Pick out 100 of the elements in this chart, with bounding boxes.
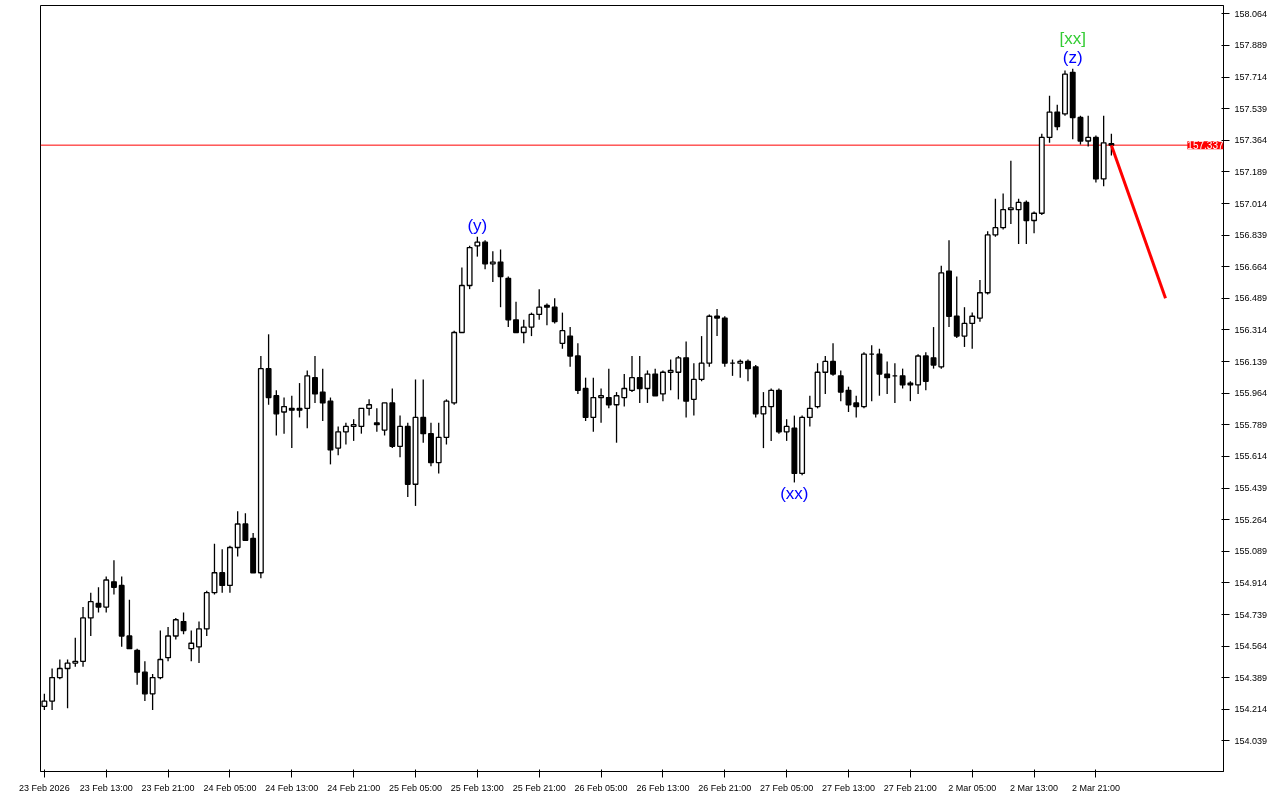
y-tick-label: 155.439 <box>1234 483 1268 494</box>
candlestick <box>87 592 94 637</box>
candlestick <box>853 395 860 419</box>
candlestick <box>598 387 605 424</box>
candlestick <box>822 355 829 395</box>
candlestick <box>95 586 102 614</box>
x-tick-label: 2 Mar 13:00 <box>1010 782 1059 793</box>
candlestick <box>837 369 844 402</box>
y-tick-label: 154.214 <box>1234 704 1268 715</box>
x-tick-label: 27 Feb 21:00 <box>883 782 937 793</box>
candlestick <box>884 360 891 395</box>
candlestick <box>629 355 635 393</box>
y-tick-label: 154.039 <box>1234 735 1268 746</box>
candlestick <box>397 414 404 458</box>
y-tick-label: 155.789 <box>1234 419 1268 430</box>
candlestick <box>110 559 117 596</box>
candlestick <box>652 367 659 397</box>
candlestick <box>497 248 504 308</box>
y-tick-label: 154.914 <box>1234 577 1268 588</box>
candlestick <box>64 658 71 709</box>
candlestick <box>520 319 527 344</box>
candlestick <box>876 348 883 397</box>
candlestick <box>745 358 751 382</box>
x-tick-label: 26 Feb 13:00 <box>636 782 690 793</box>
y-tick-label: 155.964 <box>1234 388 1268 399</box>
y-tick-label: 155.264 <box>1234 514 1268 525</box>
y-tick-label: 156.839 <box>1234 230 1268 241</box>
candlestick <box>1031 210 1038 234</box>
candlestick <box>953 275 960 339</box>
y-tick-label: 157.014 <box>1234 198 1268 209</box>
candlestick <box>373 407 380 433</box>
candlestick <box>714 308 721 337</box>
candlestick <box>737 358 744 379</box>
candlestick <box>543 302 550 326</box>
y-tick-label: 154.389 <box>1234 672 1268 683</box>
candlestick <box>196 620 202 664</box>
x-tick-label: 23 Feb 2026 <box>19 782 70 793</box>
x-tick-label: 25 Feb 21:00 <box>512 782 566 793</box>
y-tick-label: 154.564 <box>1234 641 1268 652</box>
candlestick <box>49 667 56 711</box>
candlestick <box>690 362 697 417</box>
candlestick <box>659 369 666 402</box>
y-tick-label: 157.539 <box>1234 103 1268 114</box>
candlestick <box>56 658 63 681</box>
candlestick <box>830 342 836 377</box>
candlestick <box>1054 104 1061 131</box>
annotation: (xx) <box>780 484 809 504</box>
candlestick <box>482 239 489 270</box>
candlestick <box>768 387 775 442</box>
candlestick <box>366 398 373 417</box>
x-tick-label: 26 Feb 05:00 <box>574 782 628 793</box>
y-tick-label: 155.614 <box>1234 451 1268 462</box>
candlestick <box>188 629 195 662</box>
candlestick <box>1000 192 1007 231</box>
candlestick <box>1007 160 1014 225</box>
candlestick <box>513 301 519 334</box>
x-tick-label: 23 Feb 21:00 <box>141 782 195 793</box>
candlestick <box>72 637 79 668</box>
y-tick-label: 155.089 <box>1234 546 1268 557</box>
candlestick <box>180 611 187 635</box>
y-tick-label: 156.139 <box>1234 356 1268 367</box>
y-tick-label: 156.489 <box>1234 293 1268 304</box>
x-tick-label: 2 Mar 05:00 <box>948 782 997 793</box>
y-tick-label: 156.664 <box>1234 261 1268 272</box>
candlestick <box>1085 115 1092 148</box>
candlestick <box>567 326 574 368</box>
x-tick-label: 24 Feb 05:00 <box>203 782 257 793</box>
candlestick <box>335 425 342 456</box>
candlestick <box>969 311 976 350</box>
candlestick <box>288 395 295 449</box>
ref-line-label: 157.337 <box>1187 140 1224 152</box>
candlestick <box>420 378 427 444</box>
x-tick-label: 26 Feb 21:00 <box>698 782 752 793</box>
y-tick-label: 158.064 <box>1234 8 1268 19</box>
y-tick-label: 157.364 <box>1234 135 1268 146</box>
candlestick <box>134 648 141 686</box>
candlestick <box>992 198 999 238</box>
candlestick <box>806 395 813 428</box>
annotation: (z) <box>1062 47 1083 67</box>
x-tick-label: 24 Feb 13:00 <box>265 782 319 793</box>
y-tick-label: 157.889 <box>1234 40 1268 51</box>
x-tick-label: 27 Feb 05:00 <box>760 782 814 793</box>
candlestick <box>219 548 226 594</box>
y-tick-label: 154.739 <box>1234 609 1268 620</box>
candlestick <box>126 599 133 650</box>
annotation: [xx] <box>1059 28 1086 48</box>
candlestick <box>489 250 496 283</box>
candlestick <box>141 660 148 702</box>
x-tick-label: 25 Feb 13:00 <box>450 782 504 793</box>
y-tick-label: 157.189 <box>1234 166 1268 177</box>
x-tick-label: 2 Mar 21:00 <box>1071 782 1120 793</box>
candlestick <box>312 355 318 404</box>
candlestick <box>605 367 612 410</box>
candlestick <box>165 626 172 662</box>
x-tick-label: 23 Feb 13:00 <box>79 782 133 793</box>
candlestick <box>342 422 349 446</box>
x-tick-label: 27 Feb 13:00 <box>821 782 876 793</box>
candlestick <box>281 396 288 435</box>
y-tick-label: 157.714 <box>1234 72 1268 83</box>
y-tick-label: 156.314 <box>1234 324 1268 335</box>
